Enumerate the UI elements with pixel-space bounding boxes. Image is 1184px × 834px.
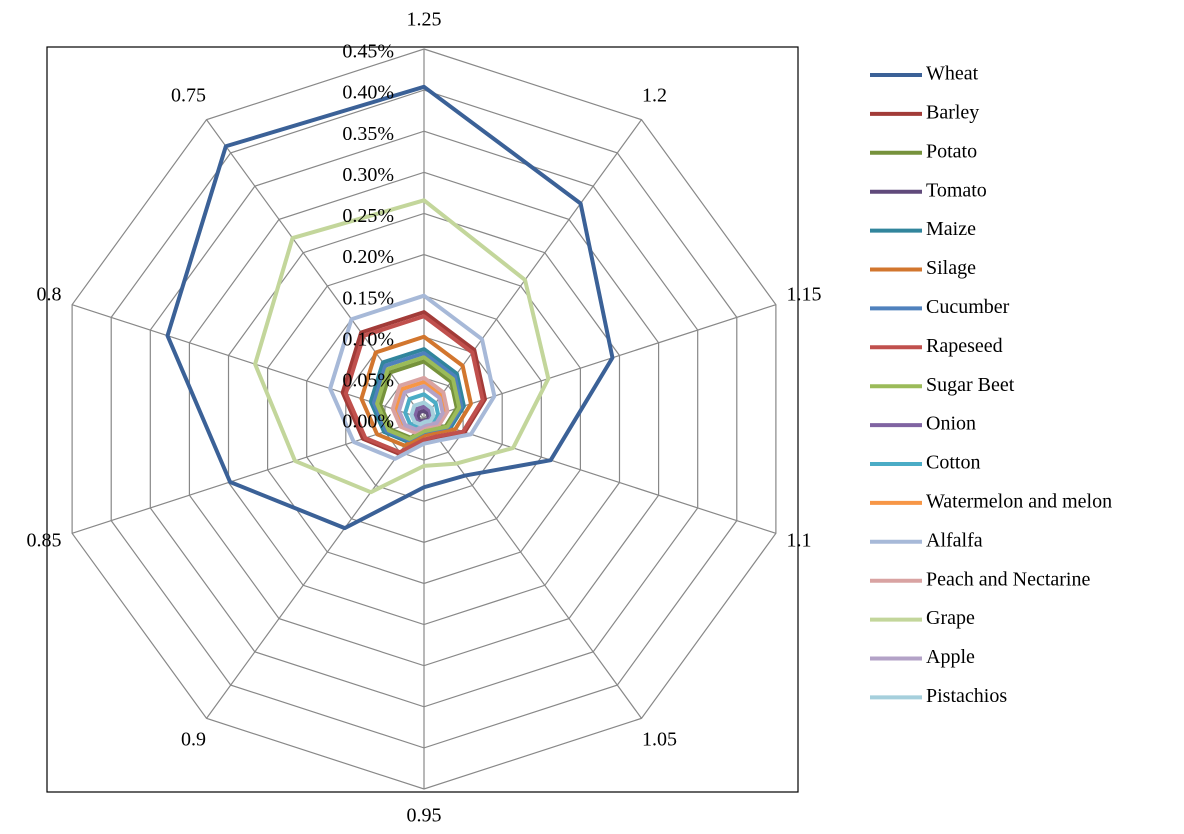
legend-label: Potato — [926, 140, 977, 162]
category-label: 1.05 — [642, 729, 677, 751]
spoke — [71, 304, 425, 420]
legend-label: Rapeseed — [926, 335, 1003, 357]
y-tick-label: 0.05% — [342, 369, 394, 391]
y-tick-label: 0.35% — [342, 123, 394, 145]
legend-label: Alfalfa — [926, 529, 983, 551]
legend-label: Wheat — [926, 63, 979, 85]
grid-ring — [71, 48, 777, 790]
spoke — [423, 119, 642, 420]
plot-frame — [46, 46, 799, 793]
category-label: 0.8 — [36, 284, 61, 306]
y-tick-label: 0.10% — [342, 328, 394, 350]
series-line — [253, 198, 551, 495]
y-tick-label: 0.25% — [342, 205, 394, 227]
legend-label: Barley — [926, 101, 979, 123]
category-label: 1.1 — [787, 530, 812, 552]
legend-label: Tomato — [926, 179, 987, 201]
grid-ring — [267, 253, 581, 585]
series-line — [165, 84, 615, 531]
spoke — [206, 418, 425, 719]
category-label: 0.85 — [26, 530, 61, 552]
legend-label: Apple — [926, 646, 975, 668]
spoke — [423, 418, 642, 719]
grid-ring — [306, 295, 542, 543]
y-tick-label: 0.15% — [342, 287, 394, 309]
y-tick-label: 0.20% — [342, 246, 394, 268]
category-label: 1.25 — [407, 9, 442, 31]
legend-label: Cotton — [926, 452, 980, 474]
y-tick-label: 0.45% — [342, 41, 394, 63]
category-label: 0.95 — [407, 805, 442, 827]
legend-label: Watermelon and melon — [926, 490, 1112, 512]
legend-label: Maize — [926, 218, 976, 240]
series-line — [396, 384, 445, 432]
legend-label: Sugar Beet — [926, 374, 1015, 396]
series-line — [359, 334, 473, 448]
spoke — [423, 418, 777, 534]
category-label: 1.2 — [642, 85, 667, 107]
series-line — [409, 400, 436, 427]
category-label: 0.75 — [171, 85, 206, 107]
y-tick-label: 0.40% — [342, 82, 394, 104]
y-tick-label: 0.30% — [342, 164, 394, 186]
legend-label: Onion — [926, 413, 976, 435]
legend-label: Cucumber — [926, 296, 1010, 318]
series-line — [328, 293, 497, 461]
category-label: 1.15 — [787, 284, 822, 306]
category-label: 0.9 — [181, 729, 206, 751]
legend-label: Peach and Nectarine — [926, 568, 1090, 590]
grid-ring — [188, 171, 660, 667]
legend-label: Grape — [926, 607, 975, 629]
series-line — [375, 355, 462, 441]
series-line — [343, 314, 485, 455]
legend-label: Silage — [926, 257, 976, 279]
y-tick-label: 0.00% — [342, 411, 394, 433]
grid-ring — [110, 89, 738, 749]
legend-label: Pistachios — [926, 685, 1007, 707]
grid-ring — [227, 212, 621, 626]
